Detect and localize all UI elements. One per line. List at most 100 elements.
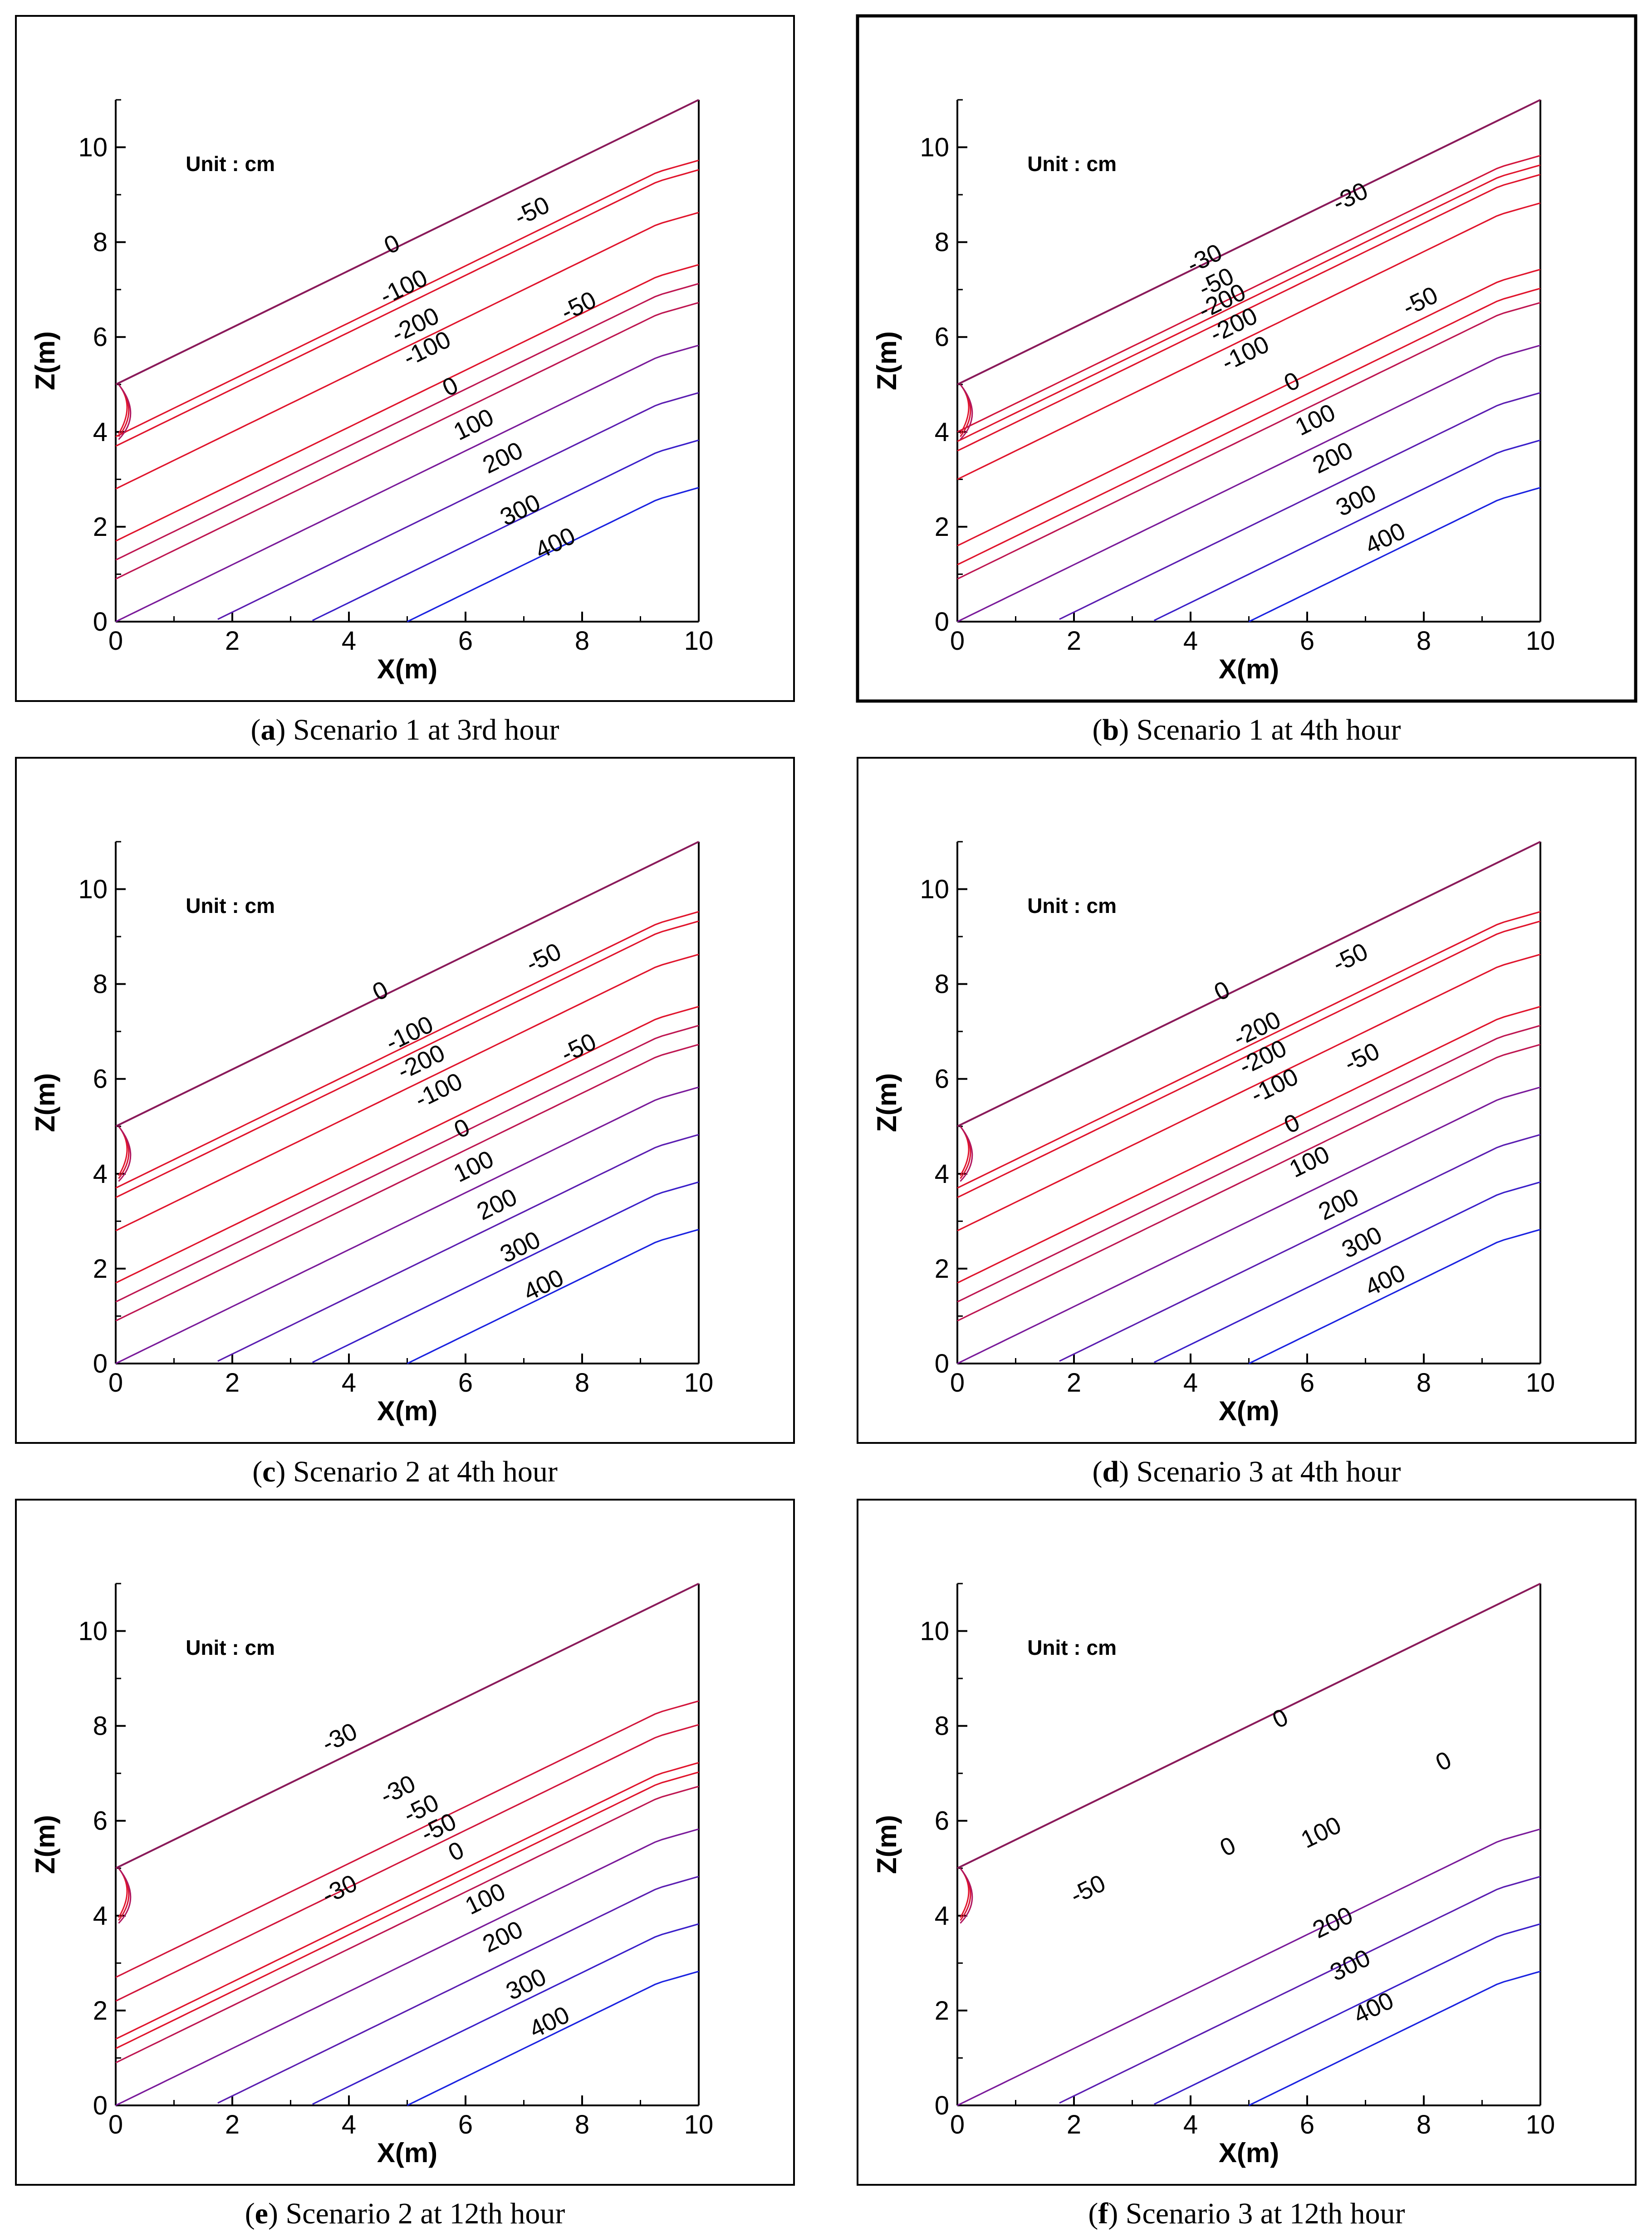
- x-tick-label: 4: [342, 1368, 356, 1398]
- x-tick-label: 0: [108, 2110, 123, 2139]
- y-tick-label: 6: [93, 323, 108, 352]
- source-contour-curl: [118, 384, 132, 440]
- unit-label: Unit : cm: [1027, 152, 1117, 176]
- y-tick-label: 4: [93, 1159, 108, 1189]
- y-tick-label: 10: [920, 1617, 949, 1646]
- y-tick-label: 2: [935, 512, 949, 542]
- caption-paren-open: (: [1092, 1455, 1102, 1488]
- y-tick-label: 8: [93, 970, 108, 999]
- contour-line-m50: [115, 1771, 699, 2049]
- contour-line-0: [115, 302, 699, 580]
- caption-text: Scenario 3 at 12th hour: [1126, 2197, 1405, 2230]
- x-tick-label: 0: [950, 1368, 965, 1398]
- caption-paren-close: ): [268, 2197, 285, 2230]
- y-tick-label: 6: [935, 1806, 949, 1836]
- contour-line-100: [957, 1086, 1541, 1364]
- x-axis-title: X(m): [1219, 654, 1279, 684]
- panel-frame: [15, 15, 795, 702]
- y-tick-label: 10: [78, 875, 108, 904]
- caption-paren-open: (: [251, 713, 261, 746]
- y-axis-title: Z(m): [30, 1815, 60, 1874]
- y-tick-label: 4: [93, 1901, 108, 1931]
- panel-caption: (b) Scenario 1 at 4th hour: [1092, 713, 1401, 746]
- x-tick-label: 4: [1183, 1368, 1198, 1398]
- y-tick-label: 0: [93, 2091, 108, 2120]
- y-tick-label: 2: [935, 1996, 949, 2026]
- contour-line-m30: [957, 155, 1541, 433]
- contour-line-m100: [115, 953, 699, 1231]
- ground-surface-line: [115, 841, 699, 1128]
- contour-line-400: [1248, 1229, 1541, 1364]
- caption-text: Scenario 1 at 4th hour: [1137, 713, 1401, 746]
- y-tick-label: 4: [935, 1901, 949, 1931]
- panel-frame: [857, 1499, 1637, 2186]
- caption-letter: e: [255, 2197, 268, 2230]
- y-tick-label: 4: [93, 417, 108, 447]
- y-tick-label: 10: [78, 1617, 108, 1646]
- x-tick-label: 6: [458, 2110, 473, 2139]
- x-tick-label: 2: [1067, 626, 1081, 656]
- x-tick-label: 8: [575, 626, 589, 656]
- contour-line-0: [115, 1786, 699, 2064]
- unit-label: Unit : cm: [186, 1636, 275, 1659]
- contour-line-400: [1248, 1971, 1541, 2106]
- contour-line-100: [115, 1828, 699, 2106]
- caption-text: Scenario 2 at 12th hour: [285, 2197, 565, 2230]
- contour-line-m50: [115, 264, 699, 542]
- contour-line-200: [1059, 392, 1541, 620]
- x-tick-label: 8: [1417, 2110, 1431, 2139]
- contour-line-100: [957, 1828, 1541, 2106]
- panel-frame: [15, 757, 795, 1444]
- contour-line-m100: [115, 211, 699, 490]
- unit-label: Unit : cm: [186, 894, 275, 917]
- ground-surface-line: [957, 841, 1541, 1128]
- caption-paren-close: ): [1119, 713, 1136, 746]
- contour-line-0: [115, 1044, 699, 1322]
- caption-paren-close: ): [1119, 1455, 1136, 1488]
- contour-line-200: [1059, 1876, 1541, 2104]
- contour-line-100: [115, 344, 699, 623]
- x-tick-label: 10: [684, 626, 714, 656]
- x-tick-label: 4: [342, 626, 356, 656]
- x-tick-label: 10: [1526, 1368, 1555, 1398]
- contour-line-300: [312, 1181, 699, 1363]
- x-tick-label: 0: [108, 626, 123, 656]
- x-tick-label: 6: [1300, 626, 1314, 656]
- contour-line-m30: [115, 1700, 699, 1978]
- y-tick-label: 10: [920, 133, 949, 162]
- caption-text: Scenario 3 at 4th hour: [1137, 1455, 1401, 1488]
- y-axis-title: Z(m): [872, 331, 902, 390]
- caption-paren-open: (: [252, 1455, 262, 1488]
- y-tick-label: 0: [93, 1349, 108, 1378]
- contour-line-m100: [115, 911, 699, 1189]
- y-tick-label: 6: [93, 1064, 108, 1094]
- caption-paren-close: ): [276, 713, 293, 746]
- y-tick-label: 4: [935, 417, 949, 447]
- contour-line-100: [115, 1086, 699, 1364]
- x-axis-title: X(m): [377, 1396, 437, 1426]
- y-tick-label: 6: [935, 323, 949, 352]
- caption-paren-open: (: [1088, 2197, 1098, 2230]
- caption-text: Scenario 2 at 4th hour: [293, 1455, 558, 1488]
- ground-surface-line: [115, 99, 699, 386]
- x-tick-label: 4: [342, 2110, 356, 2139]
- caption-paren-open: (: [245, 2197, 255, 2230]
- x-tick-label: 4: [1183, 2110, 1198, 2139]
- x-tick-label: 8: [1417, 626, 1431, 656]
- contour-line-0: [957, 1044, 1541, 1322]
- y-tick-label: 4: [935, 1159, 949, 1189]
- contour-line-300: [312, 1923, 699, 2105]
- y-tick-label: 0: [93, 607, 108, 637]
- contour-line-300: [1153, 1181, 1541, 1363]
- contour-line-m200: [115, 920, 699, 1198]
- panel-frame: [857, 757, 1637, 1444]
- contour-line-300: [312, 439, 699, 621]
- contour-line-m200: [957, 920, 1541, 1198]
- contour-line-200: [217, 1876, 699, 2104]
- x-tick-label: 8: [1417, 1368, 1431, 1398]
- contour-line-200: [1059, 1134, 1541, 1362]
- y-tick-label: 10: [920, 875, 949, 904]
